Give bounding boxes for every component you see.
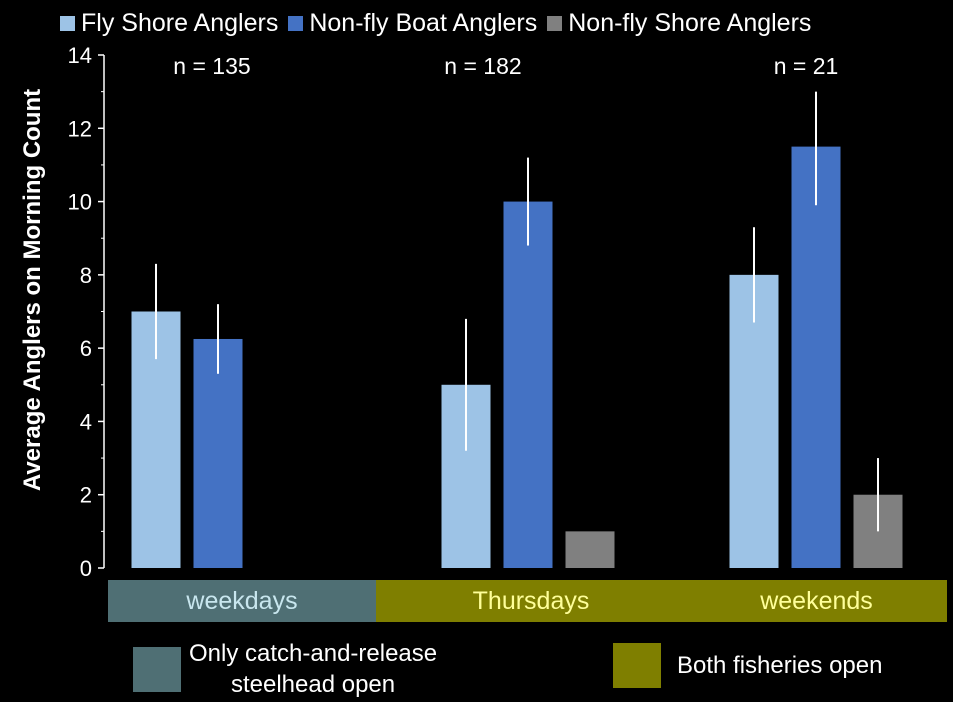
n-label: n = 135 — [173, 53, 250, 79]
bottom-legend-catch-release: Only catch-and-release steelhead open — [133, 638, 437, 700]
legend-label: Fly Shore Anglers — [81, 8, 279, 37]
y-tick-label: 12 — [68, 116, 92, 141]
legend-item-nonfly-boat: Non-fly Boat Anglers — [288, 9, 537, 38]
band-weekdays: weekdays — [108, 580, 376, 622]
bar — [503, 201, 553, 569]
error-bars — [155, 91, 879, 532]
y-tick-label: 6 — [80, 336, 92, 361]
bottom-legend-line1: Both fisheries open — [677, 652, 883, 679]
legend-label: Non-fly Boat Anglers — [309, 8, 538, 37]
bar — [791, 146, 841, 568]
n-label: n = 21 — [774, 53, 839, 79]
bottom-legend-both-open: Both fisheries open — [613, 643, 882, 688]
band-label: Thursdays — [472, 586, 590, 615]
y-tick-label: 4 — [80, 409, 92, 434]
y-ticks: 0 2 4 6 8 10 12 14 — [68, 43, 104, 581]
bottom-legend-swatch — [133, 646, 181, 692]
bottom-legend-swatch — [613, 643, 661, 688]
bottom-legend-label: Only catch-and-release steelhead open — [189, 638, 437, 700]
y-tick-label: 14 — [68, 43, 92, 68]
band-thursdays: Thursdays — [376, 580, 686, 622]
legend: Fly Shore Anglers Non-fly Boat Anglers N… — [60, 7, 821, 39]
bottom-legend-line1: Only catch-and-release — [189, 640, 438, 667]
n-label: n = 182 — [444, 53, 521, 79]
legend-item-fly-shore: Fly Shore Anglers — [60, 9, 278, 38]
legend-swatch — [547, 15, 563, 31]
bar — [565, 531, 615, 568]
bar — [193, 338, 243, 568]
band-label: weekdays — [186, 586, 298, 615]
legend-swatch — [60, 15, 75, 31]
y-axis-title: Average Anglers on Morning Count — [19, 89, 46, 491]
y-tick-label: 8 — [80, 263, 92, 288]
y-tick-label: 0 — [80, 556, 92, 581]
bars — [131, 146, 903, 569]
y-tick-label: 10 — [68, 190, 92, 215]
bottom-legend-label: Both fisheries open — [677, 650, 882, 681]
bar — [729, 274, 779, 568]
band-weekends: weekends — [686, 580, 947, 622]
legend-label: Non-fly Shore Anglers — [568, 8, 812, 37]
y-tick-label: 2 — [80, 483, 92, 508]
bottom-legend-line2: steelhead open — [230, 671, 396, 698]
legend-swatch — [288, 15, 304, 31]
legend-item-nonfly-shore: Non-fly Shore Anglers — [547, 9, 811, 38]
n-labels: n = 135 n = 182 n = 21 — [173, 53, 838, 79]
band-label: weekends — [760, 586, 873, 615]
